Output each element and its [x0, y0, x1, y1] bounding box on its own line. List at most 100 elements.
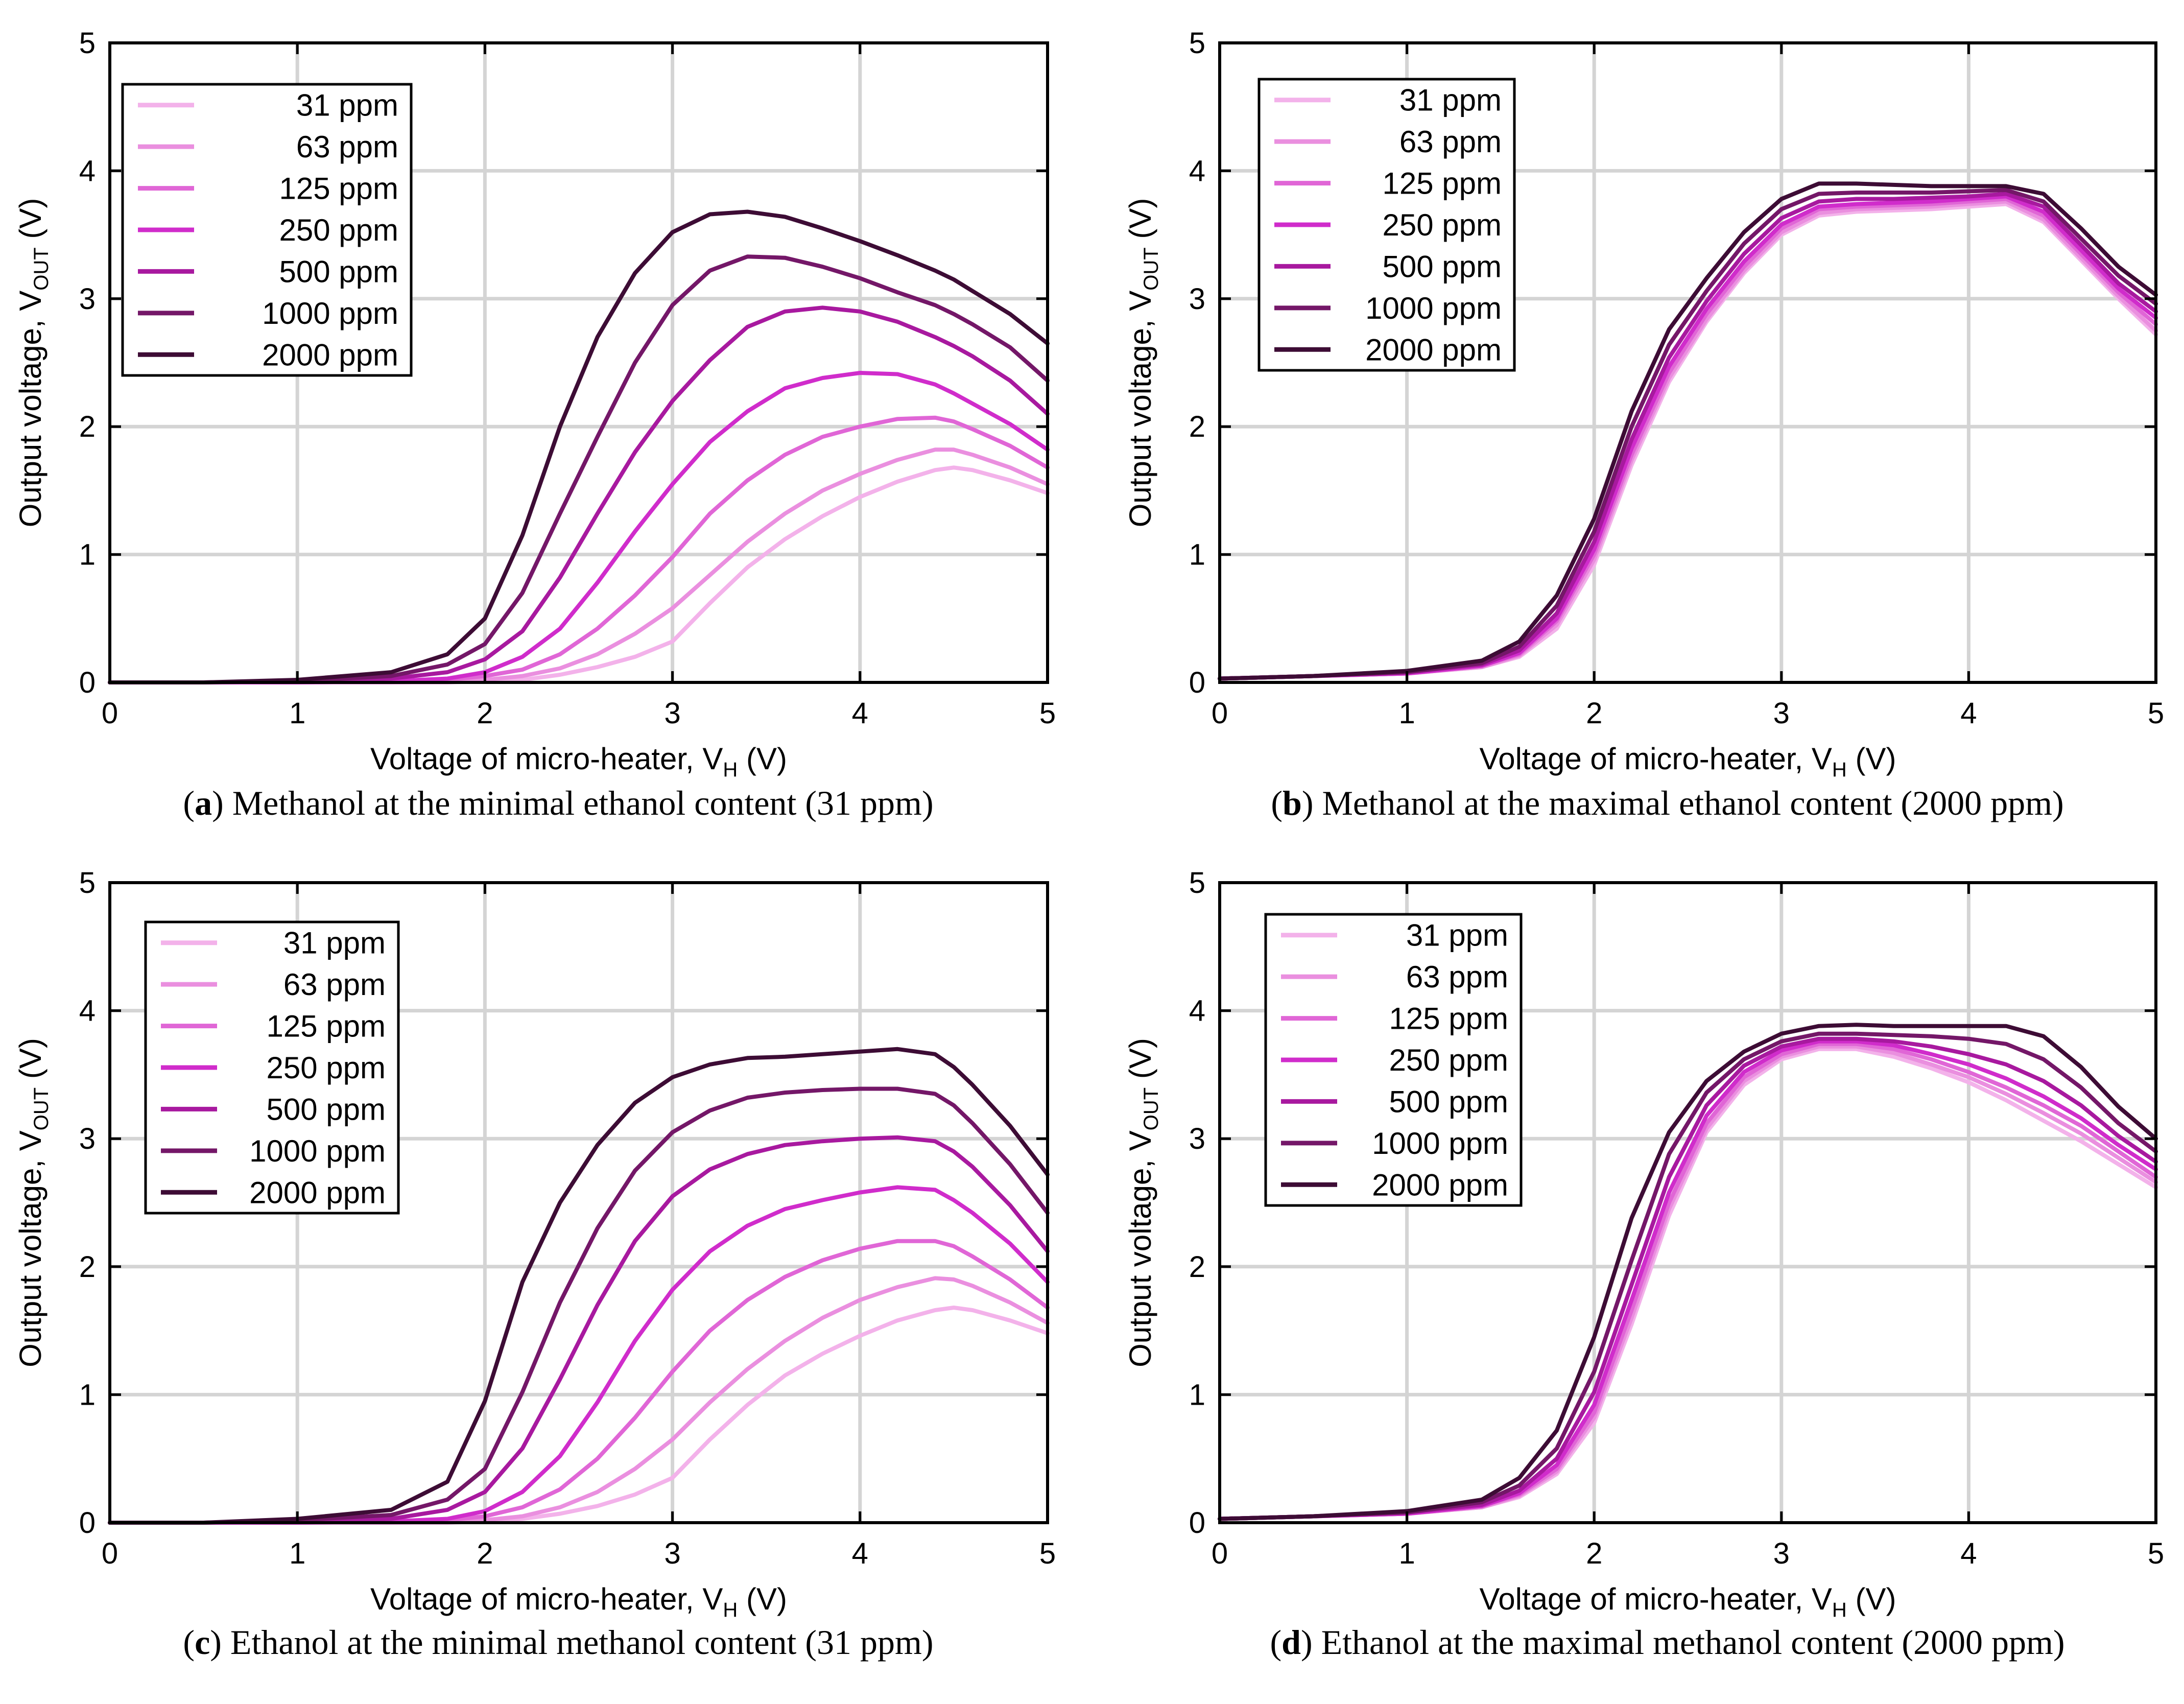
panel-d-xtick-label-4: 4 [1960, 1537, 1977, 1570]
panel-a-series-line-250-ppm [108, 371, 1050, 684]
panel-d-ytick-label-4: 4 [1189, 995, 1205, 1028]
panel-a-xtick-label-2: 2 [477, 697, 493, 730]
panel-d-series-line-1000-ppm [1218, 1031, 2158, 1521]
panel-a-ytick-label-0: 0 [79, 666, 96, 699]
panel-d-legend-label-1000-ppm: 1000 ppm [1372, 1126, 1508, 1161]
panel-c-xtick-label-4: 4 [852, 1537, 868, 1570]
panel-a-ytick-label-2: 2 [79, 410, 96, 443]
panel-a-series-line-31-ppm [108, 465, 1050, 684]
panel-a-legend-label-500-ppm: 500 ppm [279, 254, 399, 289]
panel-b-legend-label-63-ppm: 63 ppm [1399, 125, 1502, 159]
panel-d-xtick-label-2: 2 [1586, 1537, 1602, 1570]
panel-a-legend-label-250-ppm: 250 ppm [279, 213, 399, 247]
panel-a-series-line-63-ppm [108, 447, 1050, 684]
panel-b-xtick-label-3: 3 [1773, 697, 1790, 730]
panel-a-x-axis-label: Voltage of micro-heater, VH (V) [370, 742, 787, 781]
panel-d-legend-box [1264, 913, 1523, 1207]
panel-a-caption: (a) Methanol at the minimal ethanol cont… [183, 784, 933, 822]
panel-c-series-line-63-ppm [108, 1276, 1050, 1525]
panel-a-xtick-label-0: 0 [102, 697, 118, 730]
panel-d-series-line-500-ppm [1218, 1036, 2158, 1521]
panel-c-ytick-label-1: 1 [79, 1378, 96, 1411]
panel-c-ytick-label-0: 0 [79, 1506, 96, 1540]
panel-d-xtick-label-3: 3 [1773, 1537, 1790, 1570]
panel-d-legend-label-31-ppm: 31 ppm [1406, 918, 1508, 953]
panel-c-xtick-label-3: 3 [664, 1537, 680, 1570]
panel-c-legend-label-1000-ppm: 1000 ppm [249, 1134, 386, 1168]
panel-a-ytick-label-3: 3 [79, 282, 96, 316]
panel-c-plot-frame [108, 881, 1049, 1524]
panel-d-xtick-label-1: 1 [1398, 1537, 1415, 1570]
panel-b-legend-label-2000-ppm: 2000 ppm [1365, 333, 1502, 367]
panel-d-legend-label-63-ppm: 63 ppm [1406, 960, 1508, 994]
panel-c-series-line-500-ppm [108, 1135, 1050, 1525]
panel-b-xtick-label-2: 2 [1586, 697, 1602, 730]
panel-d-ytick-label-1: 1 [1189, 1378, 1205, 1411]
panel-a-legend-label-125-ppm: 125 ppm [279, 172, 399, 206]
panel-d-ytick-label-5: 5 [1189, 866, 1205, 900]
panel-c: 0 1 2 3 4 5 0 1 2 3 4 5 Voltage of micro-heater, VH … [13, 866, 1056, 1662]
panel-c-ytick-label-3: 3 [79, 1122, 96, 1155]
panel-c-legend-label-31-ppm: 31 ppm [283, 926, 386, 960]
panel-b-legend-label-1000-ppm: 1000 ppm [1365, 291, 1502, 325]
panel-d: 0 1 2 3 4 5 0 1 2 3 4 5 Voltage of micro-heater, VH … [1123, 866, 2164, 1662]
panel-a-legend-label-63-ppm: 63 ppm [296, 130, 398, 164]
panel-d-xtick-label-5: 5 [2148, 1537, 2164, 1570]
panel-c-y-axis-label: Output voltage, VOUT (V) [13, 1038, 53, 1367]
panel-c-xtick-label-5: 5 [1039, 1537, 1056, 1570]
panel-b-x-axis-label: Voltage of micro-heater, VH (V) [1480, 742, 1896, 781]
panel-c-ytick-label-2: 2 [79, 1250, 96, 1284]
panel-b: 0 1 2 3 4 5 0 1 2 3 4 5 Voltage of micro-heater, VH … [1123, 27, 2164, 822]
panel-c-legend-label-2000-ppm: 2000 ppm [249, 1175, 386, 1210]
panel-c-series-line-1000-ppm [108, 1086, 1050, 1525]
panel-c-legend-label-250-ppm: 250 ppm [267, 1051, 386, 1085]
panel-c-series-line-250-ppm [108, 1185, 1050, 1525]
panel-d-legend-label-500-ppm: 500 ppm [1389, 1084, 1509, 1119]
panel-b-ytick-label-1: 1 [1189, 538, 1205, 572]
panel-b-legend: 31 ppm 63 ppm 125 ppm 250 ppm 500 ppm 1000 pp… [1257, 78, 1516, 372]
panel-d-caption: (d) Ethanol at the maximal methanol cont… [1270, 1623, 2064, 1662]
panel-c-xtick-label-0: 0 [102, 1537, 118, 1570]
panel-d-legend-label-125-ppm: 125 ppm [1389, 1002, 1509, 1036]
panel-c-x-axis-label: Voltage of micro-heater, VH (V) [370, 1582, 787, 1621]
panel-d-ytick-label-0: 0 [1189, 1506, 1205, 1540]
panel-b-xtick-label-0: 0 [1212, 697, 1228, 730]
panel-b-caption: (b) Methanol at the maximal ethanol cont… [1271, 784, 2063, 822]
panel-a-xtick-label-5: 5 [1039, 697, 1056, 730]
panel-d-ytick-label-3: 3 [1189, 1122, 1205, 1155]
panel-a-legend-label-31-ppm: 31 ppm [296, 88, 398, 123]
panel-a-ytick-label-1: 1 [79, 538, 96, 572]
panel-a-y-axis-label: Output voltage, VOUT (V) [13, 198, 53, 528]
panel-a-ytick-label-5: 5 [79, 27, 96, 60]
panel-b-legend-label-500-ppm: 500 ppm [1383, 249, 1502, 283]
panel-b-ytick-label-4: 4 [1189, 154, 1205, 187]
panel-d-legend-label-250-ppm: 250 ppm [1389, 1043, 1509, 1077]
panel-a-series-line-2000-ppm [108, 209, 1050, 684]
panel-c-legend: 31 ppm 63 ppm 125 ppm 250 ppm 500 ppm 1000 pp… [144, 920, 400, 1215]
panel-c-legend-label-500-ppm: 500 ppm [267, 1092, 386, 1126]
panel-b-plot-frame [1218, 41, 2157, 684]
panel-b-legend-label-125-ppm: 125 ppm [1383, 167, 1502, 201]
panel-b-xtick-label-1: 1 [1398, 697, 1415, 730]
panel-b-y-axis-label: Output voltage, VOUT (V) [1123, 198, 1162, 528]
panel-a-xtick-label-4: 4 [852, 697, 868, 730]
panel-a-xtick-label-1: 1 [289, 697, 305, 730]
panel-c-xtick-label-2: 2 [477, 1537, 493, 1570]
panel-a-plot-frame [108, 41, 1049, 684]
panel-a-legend-label-2000-ppm: 2000 ppm [262, 338, 398, 372]
panel-d-xtick-label-0: 0 [1212, 1537, 1228, 1570]
panel-d-x-axis-label: Voltage of micro-heater, VH (V) [1480, 1582, 1896, 1621]
panel-d-series-line-2000-ppm [1218, 1023, 2158, 1521]
panel-c-ytick-label-5: 5 [79, 866, 96, 900]
panel-a-xtick-label-3: 3 [664, 697, 680, 730]
panel-d-plot-frame [1218, 881, 2157, 1524]
panel-c-ytick-label-4: 4 [79, 995, 96, 1028]
panel-d-y-axis-label: Output voltage, VOUT (V) [1123, 1038, 1162, 1367]
panel-a-legend-label-1000-ppm: 1000 ppm [262, 296, 398, 330]
panel-b-legend-label-31-ppm: 31 ppm [1399, 83, 1502, 117]
panel-b-legend-label-250-ppm: 250 ppm [1383, 208, 1502, 242]
panel-a-series-line-500-ppm [108, 305, 1050, 684]
panel-a-legend: 31 ppm 63 ppm 125 ppm 250 ppm 500 ppm 1000 pp… [121, 83, 413, 377]
panel-b-series-line-1000-ppm [1218, 188, 2158, 681]
